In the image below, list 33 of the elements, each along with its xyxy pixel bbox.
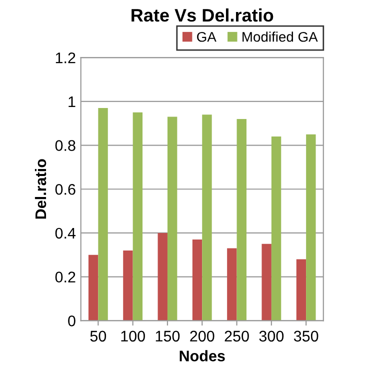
y-tick-label: 0 bbox=[68, 316, 76, 326]
x-tick-label: 350 bbox=[294, 330, 318, 342]
bar bbox=[202, 114, 212, 321]
legend-label: GA bbox=[197, 32, 216, 42]
bar bbox=[158, 232, 168, 321]
x-axis-title: Nodes bbox=[180, 350, 225, 362]
x-tick-label: 50 bbox=[90, 330, 106, 342]
bar bbox=[132, 112, 143, 321]
y-tick-label: 1 bbox=[68, 96, 76, 107]
y-tick-label: 0.8 bbox=[55, 140, 76, 151]
chart-title: Rate Vs Del.ratio bbox=[132, 8, 274, 22]
bar bbox=[227, 248, 237, 321]
bar bbox=[123, 250, 133, 321]
y-tick-label: 0.4 bbox=[55, 228, 76, 239]
y-tick-label: 0.2 bbox=[55, 272, 76, 282]
x-tick-label: 200 bbox=[190, 330, 214, 342]
bar bbox=[306, 134, 316, 321]
y-axis-title: Del.ratio bbox=[34, 159, 46, 219]
bar bbox=[271, 136, 282, 321]
y-tick-label: 0.6 bbox=[55, 184, 76, 195]
bar bbox=[88, 254, 98, 321]
bar bbox=[262, 244, 272, 321]
y-tick-label: 1.2 bbox=[56, 52, 76, 64]
x-tick-label: 250 bbox=[224, 330, 249, 342]
bar bbox=[167, 116, 178, 321]
x-tick-label: 300 bbox=[259, 330, 284, 342]
x-tick-label: 100 bbox=[121, 330, 145, 342]
bar bbox=[98, 108, 108, 321]
x-tick-label: 150 bbox=[156, 330, 180, 342]
bar bbox=[296, 259, 306, 321]
bar bbox=[192, 240, 202, 321]
legend-label: Modified GA bbox=[242, 32, 318, 42]
bar bbox=[236, 118, 246, 321]
